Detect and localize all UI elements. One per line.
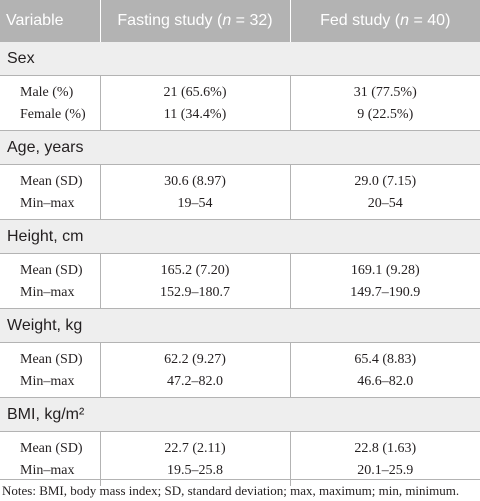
fasting-value: 11 (34.4%) bbox=[100, 104, 291, 131]
fasting-value: 21 (65.6%) bbox=[100, 75, 291, 104]
fasting-prefix: Fasting study ( bbox=[117, 12, 223, 29]
fed-value: 29.0 (7.15) bbox=[354, 174, 417, 189]
row-label: Mean (SD) bbox=[0, 431, 101, 460]
table-body: Sex Male (%) 21 (65.6%) 31 (77.5%) Femal… bbox=[0, 42, 480, 486]
fasting-value: 165.2 (7.20) bbox=[100, 253, 291, 282]
fed-value: 9 (22.5%) bbox=[357, 107, 414, 122]
table-row: Min–max 19–54 20–54 bbox=[0, 193, 480, 220]
table-row: Male (%) 21 (65.6%) 31 (77.5%) bbox=[0, 75, 480, 104]
fasting-value: 47.2–82.0 bbox=[100, 371, 291, 398]
table-row: Min–max 47.2–82.0 46.6–82.0 bbox=[0, 371, 480, 398]
row-label: Female (%) bbox=[0, 104, 101, 131]
fasting-value: 19–54 bbox=[100, 193, 291, 220]
row-label: Min–max bbox=[0, 460, 101, 486]
fasting-value: 22.7 (2.11) bbox=[100, 431, 291, 460]
header-row: Variable Fasting study (n = 32) Fed stud… bbox=[0, 0, 480, 42]
fed-value: 20.1–25.9 bbox=[357, 463, 414, 478]
fed-value: 22.8 (1.63) bbox=[354, 441, 417, 456]
row-label: Min–max bbox=[0, 193, 101, 220]
row-label: Male (%) bbox=[0, 75, 101, 104]
header-variable: Variable bbox=[0, 0, 101, 42]
fasting-suffix: = 32) bbox=[231, 12, 273, 29]
fed-prefix: Fed study ( bbox=[320, 12, 401, 29]
fasting-value: 19.5–25.8 bbox=[100, 460, 291, 486]
table-row: Female (%) 11 (34.4%) 9 (22.5%) bbox=[0, 104, 480, 131]
row-label: Mean (SD) bbox=[0, 253, 101, 282]
row-label: Min–max bbox=[0, 282, 101, 309]
demographics-table: Variable Fasting study (n = 32) Fed stud… bbox=[0, 0, 480, 486]
demographics-table-container: Variable Fasting study (n = 32) Fed stud… bbox=[0, 0, 480, 486]
section-title: Sex bbox=[0, 42, 480, 76]
section-title: Height, cm bbox=[0, 219, 480, 254]
fed-value: 169.1 (9.28) bbox=[350, 263, 420, 278]
section-row-sex: Sex bbox=[0, 42, 480, 76]
fed-n: n bbox=[400, 12, 410, 29]
row-label: Min–max bbox=[0, 371, 101, 398]
fed-suffix: = 40) bbox=[409, 12, 451, 29]
header-fasting-study: Fasting study (n = 32) bbox=[100, 0, 291, 42]
fasting-value: 152.9–180.7 bbox=[100, 282, 291, 309]
row-label: Mean (SD) bbox=[0, 342, 101, 371]
table-row: Min–max 19.5–25.8 20.1–25.9 bbox=[0, 460, 480, 486]
header-fed-study: Fed study (n = 40) bbox=[290, 0, 480, 42]
section-title: BMI, kg/m² bbox=[0, 397, 480, 432]
fed-value: 31 (77.5%) bbox=[353, 85, 417, 100]
table-row: Mean (SD) 22.7 (2.11) 22.8 (1.63) bbox=[0, 431, 480, 460]
table-row: Mean (SD) 165.2 (7.20) 169.1 (9.28) bbox=[0, 253, 480, 282]
fed-value: 65.4 (8.83) bbox=[354, 352, 417, 367]
fasting-value: 62.2 (9.27) bbox=[100, 342, 291, 371]
table-notes: Notes: BMI, body mass index; SD, standar… bbox=[0, 479, 480, 499]
fasting-value: 30.6 (8.97) bbox=[100, 164, 291, 193]
section-title: Age, years bbox=[0, 130, 480, 165]
section-row-age: Age, years bbox=[0, 130, 480, 165]
table-row: Min–max 152.9–180.7 149.7–190.9 bbox=[0, 282, 480, 309]
table-row: Mean (SD) 62.2 (9.27) 65.4 (8.83) bbox=[0, 342, 480, 371]
row-label: Mean (SD) bbox=[0, 164, 101, 193]
fed-value: 20–54 bbox=[367, 196, 403, 211]
table-row: Mean (SD) 30.6 (8.97) 29.0 (7.15) bbox=[0, 164, 480, 193]
fed-value: 46.6–82.0 bbox=[357, 374, 414, 389]
section-row-weight: Weight, kg bbox=[0, 308, 480, 343]
section-row-bmi: BMI, kg/m² bbox=[0, 397, 480, 432]
section-row-height: Height, cm bbox=[0, 219, 480, 254]
fasting-n: n bbox=[222, 12, 232, 29]
section-title: Weight, kg bbox=[0, 308, 480, 343]
table-header: Variable Fasting study (n = 32) Fed stud… bbox=[0, 0, 480, 42]
fed-value: 149.7–190.9 bbox=[350, 285, 421, 300]
